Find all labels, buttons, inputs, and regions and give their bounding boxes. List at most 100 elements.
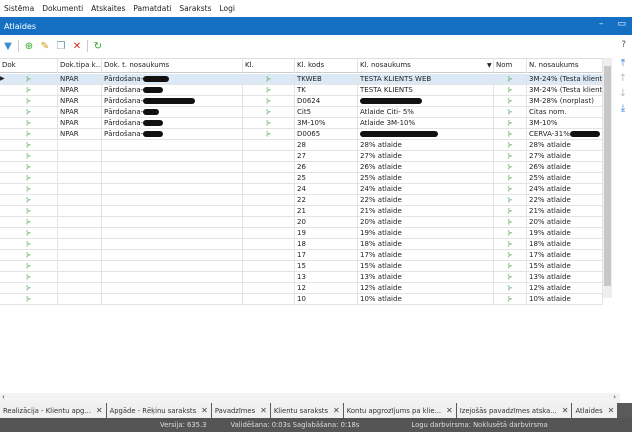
- document-link-icon[interactable]: ⊱: [494, 118, 527, 129]
- document-link-icon[interactable]: ⊱: [494, 140, 527, 151]
- document-link-icon[interactable]: ⊱: [494, 239, 527, 250]
- refresh-icon[interactable]: ↻: [93, 40, 103, 52]
- table-row[interactable]: ⊱ 24 24% atlaide ⊱ 24% atlaide: [0, 184, 603, 195]
- document-link-icon[interactable]: ⊱: [494, 294, 527, 305]
- column-header[interactable]: Dok.tipa k...: [58, 59, 102, 73]
- table-row[interactable]: ⊱ NPAR Pārdošana- ⊱ D0065 ⊱ CERVA-31%: [0, 129, 603, 140]
- document-tab[interactable]: Izejošās pavadzīmes atska... ✕: [456, 403, 572, 418]
- document-link-icon[interactable]: ⊱: [0, 74, 58, 85]
- document-link-icon[interactable]: ⊱: [0, 184, 58, 195]
- document-link-icon[interactable]: ⊱: [494, 107, 527, 118]
- minimize-button[interactable]: –: [598, 19, 604, 29]
- document-link-icon[interactable]: ⊱: [494, 74, 527, 85]
- document-link-icon[interactable]: ⊱: [0, 96, 58, 107]
- document-tab[interactable]: Kontu apgrozījums pa klie... ✕: [343, 403, 456, 418]
- close-tab-icon[interactable]: ✕: [561, 406, 569, 415]
- table-row[interactable]: ⊱ 17 17% atlaide ⊱ 17% atlaide: [0, 250, 603, 261]
- document-link-icon[interactable]: ⊱: [0, 217, 58, 228]
- table-row[interactable]: ⊱ 15 15% atlaide ⊱ 15% atlaide: [0, 261, 603, 272]
- document-link-icon[interactable]: ⊱: [0, 85, 58, 96]
- document-link-icon[interactable]: ⊱: [0, 140, 58, 151]
- column-header[interactable]: N. nosaukums: [527, 59, 603, 73]
- close-tab-icon[interactable]: ✕: [333, 406, 340, 415]
- menu-item[interactable]: Logi: [219, 4, 235, 13]
- table-row[interactable]: ⊱ 12 12% atlaide ⊱ 12% atlaide: [0, 283, 603, 294]
- move-up-icon[interactable]: ↑: [618, 73, 628, 84]
- close-tab-icon[interactable]: ✕: [95, 406, 103, 415]
- table-row[interactable]: ⊱ 27 27% atlaide ⊱ 27% atlaide: [0, 151, 603, 162]
- close-tab-icon[interactable]: ✕: [446, 406, 453, 415]
- column-header[interactable]: Kl. nosaukums: [358, 59, 494, 73]
- document-link-icon[interactable]: ⊱: [243, 118, 295, 129]
- copy-document-icon[interactable]: ❐: [56, 40, 66, 52]
- document-link-icon[interactable]: ⊱: [494, 162, 527, 173]
- delete-icon[interactable]: ✕: [72, 40, 82, 52]
- vertical-scrollbar[interactable]: [603, 58, 612, 298]
- document-link-icon[interactable]: ⊱: [0, 294, 58, 305]
- table-row[interactable]: ⊱ NPAR Pārdošana- ⊱ D0624 ⊱ 3M-28% (norplast): [0, 96, 603, 107]
- document-link-icon[interactable]: ⊱: [494, 250, 527, 261]
- document-tab[interactable]: Realizācija - Klientu apg... ✕: [0, 403, 106, 418]
- move-down-icon[interactable]: ↓: [618, 88, 628, 99]
- document-link-icon[interactable]: ⊱: [494, 151, 527, 162]
- close-tab-icon[interactable]: ✕: [260, 406, 267, 415]
- menu-item[interactable]: Dokumenti: [42, 4, 84, 13]
- document-link-icon[interactable]: ⊱: [0, 118, 58, 129]
- document-tab[interactable]: Atlaides ✕: [572, 403, 618, 418]
- document-link-icon[interactable]: ⊱: [494, 283, 527, 294]
- scroll-thumb[interactable]: [604, 66, 611, 286]
- column-header[interactable]: Nom: [494, 59, 527, 73]
- document-link-icon[interactable]: ⊱: [0, 272, 58, 283]
- document-tab[interactable]: Pavadzīmes ✕: [211, 403, 270, 418]
- close-tab-icon[interactable]: ✕: [607, 406, 615, 415]
- document-link-icon[interactable]: ⊱: [0, 195, 58, 206]
- table-row[interactable]: ⊱ 22 22% atlaide ⊱ 22% atlaide: [0, 195, 603, 206]
- table-row[interactable]: ⊱ 25 25% atlaide ⊱ 25% atlaide: [0, 173, 603, 184]
- document-link-icon[interactable]: ⊱: [0, 173, 58, 184]
- document-link-icon[interactable]: ⊱: [494, 184, 527, 195]
- document-link-icon[interactable]: ⊱: [243, 129, 295, 140]
- table-row[interactable]: ⊱ 28 28% atlaide ⊱ 28% atlaide: [0, 140, 603, 151]
- table-row[interactable]: ⊱ 18 18% atlaide ⊱ 18% atlaide: [0, 239, 603, 250]
- table-row[interactable]: ⊱ 26 26% atlaide ⊱ 26% atlaide: [0, 162, 603, 173]
- menu-item[interactable]: Saraksts: [179, 4, 212, 13]
- column-header[interactable]: Dok: [0, 59, 58, 73]
- table-row[interactable]: ⊱ NPAR Pārdošana- ⊱ TK TESTA KLIENTS ⊱ 3M-24% (…: [0, 85, 603, 96]
- move-bottom-icon[interactable]: ⤓: [620, 103, 626, 114]
- filter-icon[interactable]: ▼: [4, 40, 12, 52]
- table-row[interactable]: ⊱ 20 20% atlaide ⊱ 20% atlaide: [0, 217, 603, 228]
- document-link-icon[interactable]: ⊱: [0, 283, 58, 294]
- document-link-icon[interactable]: ⊱: [243, 96, 295, 107]
- menu-item[interactable]: Sistēma: [4, 4, 35, 13]
- menu-item[interactable]: Pamatdati: [133, 4, 172, 13]
- document-link-icon[interactable]: ⊱: [0, 228, 58, 239]
- table-row[interactable]: ⊱ NPAR Pārdošana- ⊱ Cit5 Atlaide Citi- 5% ⊱ Cit…: [0, 107, 603, 118]
- document-link-icon[interactable]: ⊱: [0, 239, 58, 250]
- horizontal-scrollbar[interactable]: ‹ ›: [0, 393, 620, 403]
- table-row[interactable]: ⊱ 19 19% atlaide ⊱ 19% atlaide: [0, 228, 603, 239]
- scroll-right-icon[interactable]: ›: [613, 393, 616, 401]
- document-link-icon[interactable]: ⊱: [494, 272, 527, 283]
- document-link-icon[interactable]: ⊱: [0, 107, 58, 118]
- document-link-icon[interactable]: ⊱: [494, 85, 527, 96]
- document-link-icon[interactable]: ⊱: [494, 261, 527, 272]
- table-row[interactable]: ⊱ 13 13% atlaide ⊱ 13% atlaide: [0, 272, 603, 283]
- scroll-left-icon[interactable]: ‹: [2, 393, 5, 401]
- document-tab[interactable]: Klientu saraksts ✕: [270, 403, 343, 418]
- document-link-icon[interactable]: ⊱: [494, 173, 527, 184]
- table-row[interactable]: ▶ ⊱ NPAR Pārdošana- ⊱ TKWEB TESTA KLIENTS WEB ⊱…: [0, 74, 603, 85]
- edit-document-icon[interactable]: ✎: [40, 40, 50, 52]
- column-header[interactable]: Kl. kods: [295, 59, 358, 73]
- document-link-icon[interactable]: ⊱: [494, 96, 527, 107]
- document-link-icon[interactable]: ⊱: [494, 195, 527, 206]
- table-row[interactable]: ⊱ 10 10% atlaide ⊱ 10% atlaide: [0, 294, 603, 305]
- document-link-icon[interactable]: ⊱: [243, 85, 295, 96]
- document-link-icon[interactable]: ⊱: [0, 206, 58, 217]
- document-tab[interactable]: Apgāde - Rēķinu saraksts ✕: [106, 403, 211, 418]
- document-link-icon[interactable]: ⊱: [0, 261, 58, 272]
- help-icon[interactable]: ?: [621, 40, 626, 50]
- column-header[interactable]: Dok. t. nosaukums: [102, 59, 243, 73]
- document-link-icon[interactable]: ⊱: [494, 228, 527, 239]
- column-header[interactable]: Kl.: [243, 59, 295, 73]
- table-row[interactable]: ⊱ 21 21% atlaide ⊱ 21% atlaide: [0, 206, 603, 217]
